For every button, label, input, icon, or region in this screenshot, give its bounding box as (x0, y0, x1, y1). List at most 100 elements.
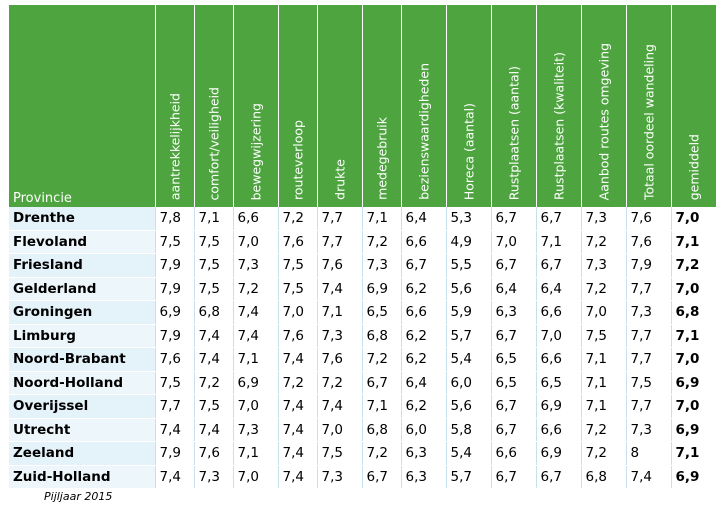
score-cell: 6,6 (536, 347, 582, 372)
score-cell: 7,3 (626, 418, 672, 442)
score-cell: 7,0 (536, 324, 582, 348)
score-cell: 7,2 (317, 371, 363, 395)
score-cell: 7,5 (194, 277, 234, 301)
score-cell: 7,0 (233, 394, 279, 419)
caption: Pijljaar 2015 (44, 490, 113, 503)
score-cell: 6,7 (536, 207, 582, 231)
average-cell: 7,0 (671, 347, 716, 372)
score-cell: 7,4 (317, 277, 363, 301)
score-cell: 6,3 (491, 300, 537, 325)
province-name: Zeeland (9, 441, 156, 466)
score-cell: 5,5 (446, 253, 492, 278)
average-cell: 6,9 (671, 371, 716, 395)
ratings-table: Provincie aantrekkelijkheid comfort/veili… (9, 5, 716, 489)
table-row: Flevoland 7,5 7,5 7,0 7,6 7,7 7,2 6,6 4,9 7,0 7,1 7… (9, 230, 716, 254)
score-cell: 7,4 (155, 465, 195, 489)
average-cell: 7,0 (671, 394, 716, 419)
column-header: comfort/veiligheid (194, 5, 234, 207)
score-cell: 5,8 (446, 418, 492, 442)
score-cell: 7,7 (317, 230, 363, 254)
score-cell: 7,9 (155, 441, 195, 466)
table-row: Noord-Brabant 7,6 7,4 7,1 7,4 7,6 7,2 6,2 5,4 6,5… (9, 347, 716, 372)
score-cell: 7,5 (155, 371, 195, 395)
column-header: medegebruik (362, 5, 402, 207)
table-row: Zeeland 7,9 7,6 7,1 7,4 7,5 7,2 6,3 5,4 6,6 6,9 7,2… (9, 441, 716, 466)
score-cell: 6,4 (491, 277, 537, 301)
score-cell: 6,4 (401, 207, 447, 231)
score-cell: 7,3 (233, 418, 279, 442)
score-cell: 7,6 (626, 207, 672, 231)
score-cell: 7,5 (194, 230, 234, 254)
table-body: Drenthe 7,8 7,1 6,6 7,2 7,7 7,1 6,4 5,3 6,7 6,7 7,3… (9, 207, 716, 489)
score-cell: 7,3 (581, 207, 627, 231)
table-row: Friesland 7,9 7,5 7,3 7,5 7,6 7,3 6,7 5,5 6,7 6,7 7… (9, 253, 716, 278)
score-cell: 6,6 (536, 418, 582, 442)
score-cell: 7,2 (362, 441, 402, 466)
score-cell: 7,7 (626, 277, 672, 301)
score-cell: 7,6 (194, 441, 234, 466)
score-cell: 6,7 (491, 465, 537, 489)
score-cell: 7,2 (278, 371, 318, 395)
table-row: Noord-Holland 7,5 7,2 6,9 7,2 7,2 6,7 6,4 6,0 6,5… (9, 371, 716, 395)
score-cell: 7,1 (362, 207, 402, 231)
score-cell: 6,8 (362, 324, 402, 348)
score-cell: 7,7 (626, 394, 672, 419)
score-cell: 7,1 (581, 371, 627, 395)
column-header: Aanbod routes omgeving (581, 5, 627, 207)
score-cell: 7,4 (278, 465, 318, 489)
score-cell: 6,7 (401, 253, 447, 278)
table-row: Groningen 6,9 6,8 7,4 7,0 7,1 6,5 6,6 5,9 6,3 6,6 7… (9, 300, 716, 325)
score-cell: 7,1 (362, 394, 402, 419)
score-cell: 7,2 (362, 347, 402, 372)
score-cell: 7,2 (581, 277, 627, 301)
score-cell: 6,7 (536, 465, 582, 489)
column-header: routeverloop (278, 5, 318, 207)
score-cell: 5,3 (446, 207, 492, 231)
score-cell: 7,2 (194, 371, 234, 395)
score-cell: 6,3 (401, 441, 447, 466)
score-cell: 6,2 (401, 324, 447, 348)
score-cell: 7,5 (278, 277, 318, 301)
score-cell: 7,4 (278, 394, 318, 419)
score-cell: 7,4 (194, 324, 234, 348)
score-cell: 7,6 (278, 324, 318, 348)
score-cell: 6,6 (401, 300, 447, 325)
score-cell: 7,5 (278, 253, 318, 278)
score-cell: 7,6 (626, 230, 672, 254)
score-cell: 5,7 (446, 465, 492, 489)
score-cell: 7,0 (581, 300, 627, 325)
score-cell: 7,1 (233, 347, 279, 372)
score-cell: 7,5 (581, 324, 627, 348)
province-header: Provincie (9, 5, 156, 207)
score-cell: 6,8 (362, 418, 402, 442)
score-cell: 7,1 (581, 394, 627, 419)
score-cell: 6,7 (362, 371, 402, 395)
score-cell: 6,4 (401, 371, 447, 395)
score-cell: 6,4 (536, 277, 582, 301)
table-row: Gelderland 7,9 7,5 7,2 7,5 7,4 6,9 6,2 5,6 6,4 6,4… (9, 277, 716, 301)
score-cell: 6,9 (536, 394, 582, 419)
province-name: Utrecht (9, 418, 156, 442)
average-cell: 7,1 (671, 324, 716, 348)
score-cell: 6,2 (401, 277, 447, 301)
score-cell: 6,7 (491, 253, 537, 278)
score-cell: 7,5 (317, 441, 363, 466)
score-cell: 7,2 (233, 277, 279, 301)
column-header: Horeca (aantal) (446, 5, 492, 207)
score-cell: 7,1 (233, 441, 279, 466)
score-cell: 7,9 (155, 277, 195, 301)
column-header: drukte (317, 5, 363, 207)
score-cell: 6,7 (362, 465, 402, 489)
table-row: Limburg 7,9 7,4 7,4 7,6 7,3 6,8 6,2 5,7 6,7 7,0 7,5… (9, 324, 716, 348)
score-cell: 7,7 (626, 324, 672, 348)
province-name: Zuid-Holland (9, 465, 156, 489)
province-name: Drenthe (9, 207, 156, 231)
score-cell: 6,7 (491, 418, 537, 442)
score-cell: 7,4 (278, 347, 318, 372)
score-cell: 6,5 (536, 371, 582, 395)
score-cell: 7,4 (278, 418, 318, 442)
province-name: Groningen (9, 300, 156, 325)
score-cell: 6,8 (194, 300, 234, 325)
province-name: Limburg (9, 324, 156, 348)
score-cell: 8 (626, 441, 672, 466)
